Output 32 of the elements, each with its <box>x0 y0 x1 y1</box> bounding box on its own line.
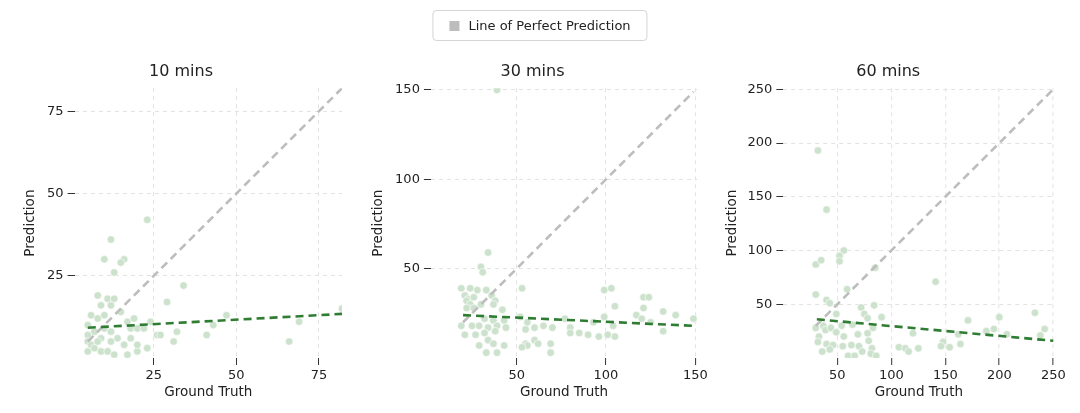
y-axis-title: Prediction <box>20 189 37 257</box>
x-tick-label: 50 <box>829 367 846 383</box>
chart-title: 60 mins <box>856 60 921 80</box>
x-tick-label: 25 <box>145 367 163 383</box>
chart-title: 30 mins <box>500 60 565 80</box>
x-tick-label: 100 <box>878 367 904 383</box>
x-tick-label: 150 <box>932 367 958 383</box>
y-tick-label: 25 <box>47 267 64 283</box>
y-axis-title: Prediction <box>722 189 739 257</box>
y-tick-label: 50 <box>755 295 773 311</box>
x-axis-title: Ground Truth <box>874 383 963 400</box>
y-tick-label: 100 <box>747 241 773 257</box>
x-axis-title: Ground Truth <box>164 383 253 400</box>
x-tick-label: 50 <box>228 367 245 383</box>
y-tick-label: 100 <box>395 170 420 186</box>
x-tick-label: 200 <box>986 367 1012 383</box>
y-tick-label: 150 <box>395 81 420 97</box>
x-tick-label: 100 <box>593 367 619 383</box>
chart-title: 10 mins <box>149 60 213 80</box>
x-tick-label: 50 <box>508 367 525 383</box>
y-tick-label: 50 <box>403 260 420 276</box>
x-axis-title: Ground Truth <box>519 383 609 400</box>
y-tick-label: 75 <box>47 102 64 118</box>
legend-label: Line of Perfect Prediction <box>468 18 631 33</box>
y-tick-label: 150 <box>747 188 773 204</box>
y-tick-label: 50 <box>47 184 64 200</box>
x-tick-label: 250 <box>1040 367 1066 383</box>
y-tick-label: 200 <box>747 134 773 150</box>
x-tick-label: 75 <box>310 367 328 383</box>
x-tick-label: 150 <box>682 367 708 383</box>
y-tick-label: 250 <box>747 80 773 96</box>
y-axis-title: Prediction <box>368 189 385 257</box>
